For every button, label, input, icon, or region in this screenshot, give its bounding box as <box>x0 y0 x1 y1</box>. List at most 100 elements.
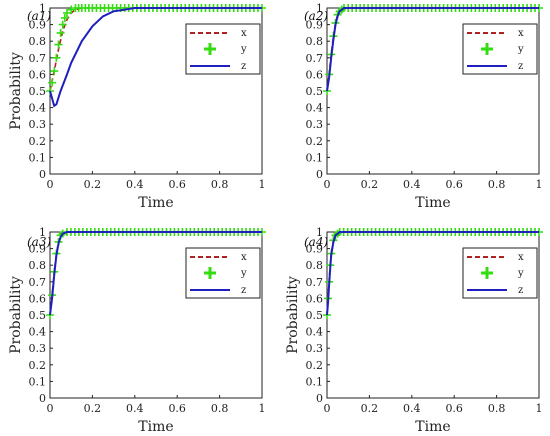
y-tick-label: 0.1 <box>29 375 47 388</box>
x-tick-label: 1 <box>259 402 266 415</box>
x-tick-label: 0 <box>324 178 331 191</box>
x-tick-label: 0.2 <box>361 402 379 415</box>
y-tick-label: 0.4 <box>306 102 324 115</box>
y-tick-label: 0 <box>316 392 323 405</box>
y-tick-label: 0.5 <box>29 85 47 98</box>
y-tick-label: 0.2 <box>29 135 47 148</box>
x-tick-label: 0.6 <box>168 402 186 415</box>
x-tick-label: 0.2 <box>84 178 102 191</box>
series-z-line <box>49 7 262 108</box>
legend-y: y <box>517 268 524 279</box>
y-tick-label: 0 <box>39 392 46 405</box>
y-tick-label: 0.3 <box>306 118 324 131</box>
legend-x: x <box>241 252 247 263</box>
y-axis-label: Probability <box>8 276 24 354</box>
y-tick-label: 0.8 <box>29 35 47 48</box>
y-tick-label: 0.9 <box>29 19 47 32</box>
y-tick-label: 0.2 <box>29 359 47 372</box>
plot-area-a4 <box>323 228 543 319</box>
legend-z: z <box>241 61 246 72</box>
series-z-line <box>49 231 262 316</box>
y-tick-label: 0.4 <box>29 326 47 339</box>
legend-x: x <box>518 252 524 263</box>
x-tick-label: 0 <box>47 178 54 191</box>
x-axis-label: Time <box>138 195 173 211</box>
legend-z: z <box>518 285 523 296</box>
y-tick-label: 1 <box>39 2 46 15</box>
y-tick-label: 0.5 <box>306 85 324 98</box>
x-axis-label: Time <box>415 195 450 211</box>
x-axis-label: Time <box>138 419 173 435</box>
legend-x: x <box>518 28 524 39</box>
series-z-line <box>326 231 539 316</box>
y-tick-label: 1 <box>316 226 323 239</box>
y-tick-label: 0.2 <box>306 359 324 372</box>
y-tick-label: 0.1 <box>306 151 324 164</box>
plot-area-a1 <box>46 4 266 108</box>
y-tick-label: 0.4 <box>29 102 47 115</box>
x-tick-label: 0.8 <box>211 402 229 415</box>
y-axis-label: Probability <box>285 276 301 354</box>
series-y-marker <box>54 40 63 49</box>
series-y-marker <box>50 67 59 76</box>
y-tick-label: 0 <box>316 168 323 181</box>
y-tick-label: 1 <box>316 2 323 15</box>
legend: x y z <box>185 247 261 299</box>
x-tick-label: 0.8 <box>488 178 506 191</box>
panel-a4: 0 0.2 0.4 0.6 0.8 1 0 0.1 0.2 0.3 0.4 0.5 0.6 0.7 0.8 0… <box>285 226 543 435</box>
x-tick-label: 0.6 <box>445 178 463 191</box>
x-tick-label: 0.8 <box>488 402 506 415</box>
panel-label: (a1) <box>27 9 51 23</box>
legend-y: y <box>240 44 247 55</box>
x-tick-label: 0.6 <box>445 402 463 415</box>
y-tick-label: 0.8 <box>306 35 324 48</box>
series-y-marker <box>58 20 67 29</box>
panel-label: (a2) <box>304 9 328 23</box>
x-tick-label: 1 <box>259 178 266 191</box>
y-tick-label: 1 <box>39 226 46 239</box>
y-tick-label: 0.7 <box>29 52 47 65</box>
series-y-marker <box>60 13 69 22</box>
x-axis-label: Time <box>415 419 450 435</box>
x-tick-label: 0.4 <box>126 178 144 191</box>
panel-a2: 0 0.2 0.4 0.6 0.8 1 0 0.1 0.2 0.3 0.4 0.5 0.6 0.7 0.8 0… <box>304 2 543 211</box>
series-z-line <box>326 7 539 92</box>
y-tick-label: 0.7 <box>306 276 324 289</box>
x-tick-label: 1 <box>536 178 543 191</box>
series-y-marker <box>67 5 76 14</box>
legend-y: y <box>517 44 524 55</box>
x-tick-label: 0.4 <box>126 402 144 415</box>
panel-label: (a4) <box>304 235 328 249</box>
legend-x: x <box>241 28 247 39</box>
y-tick-label: 0.5 <box>306 309 324 322</box>
y-tick-label: 0.3 <box>29 342 47 355</box>
series-y-marker <box>56 28 65 37</box>
legend-y: y <box>240 268 247 279</box>
x-tick-label: 0.4 <box>403 178 421 191</box>
series-y-marker <box>52 53 61 62</box>
x-tick-label: 0.2 <box>84 402 102 415</box>
x-tick-label: 1 <box>536 402 543 415</box>
y-tick-label: 0.1 <box>306 375 324 388</box>
y-tick-label: 0.6 <box>29 68 47 81</box>
y-tick-label: 0.6 <box>306 68 324 81</box>
y-tick-label: 0.8 <box>29 259 47 272</box>
series-y-marker <box>62 8 71 17</box>
plot-area-a3 <box>46 228 266 319</box>
x-tick-label: 0 <box>47 402 54 415</box>
x-tick-label: 0.8 <box>211 178 229 191</box>
panel-a1: 0 0.2 0.4 0.6 0.8 1 0 0.1 0.2 0.3 0.4 0.5 0.6 0.7 0.8 0… <box>8 2 266 211</box>
legend: x y z <box>462 23 538 75</box>
plot-area-a2 <box>323 4 543 95</box>
y-tick-label: 0.4 <box>306 326 324 339</box>
x-tick-label: 0.2 <box>361 178 379 191</box>
legend: x y z <box>462 247 538 299</box>
y-tick-label: 0 <box>39 168 46 181</box>
y-tick-label: 0.6 <box>29 292 47 305</box>
panel-label: (a3) <box>27 235 51 249</box>
y-tick-label: 0.9 <box>306 19 324 32</box>
y-tick-label: 0.9 <box>306 243 324 256</box>
y-tick-label: 0.5 <box>29 309 47 322</box>
y-tick-label: 0.1 <box>29 151 47 164</box>
legend-z: z <box>518 61 523 72</box>
